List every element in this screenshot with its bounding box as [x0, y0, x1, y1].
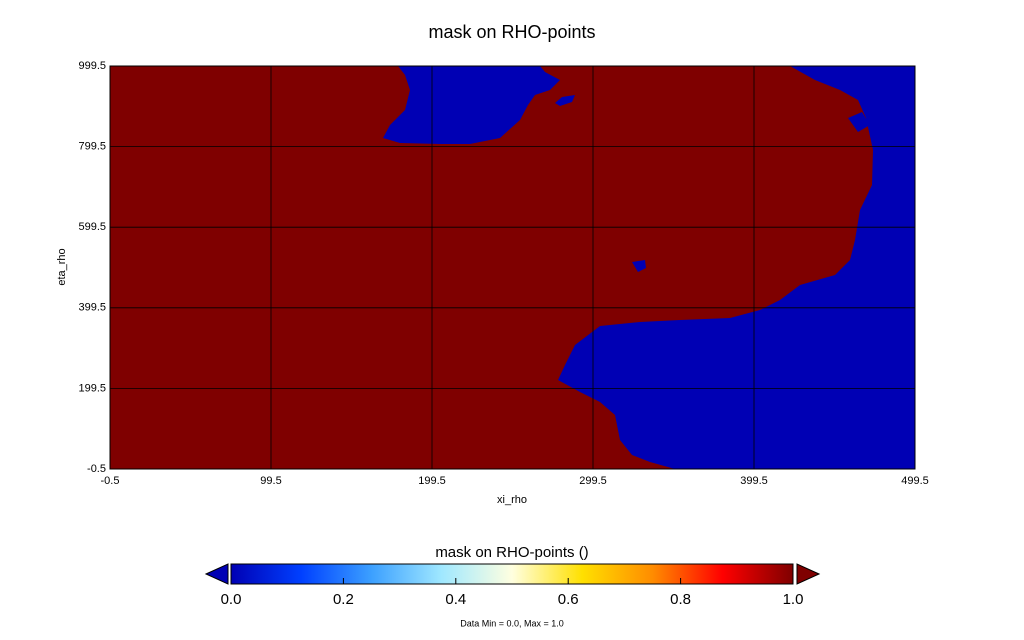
x-axis-label: xi_rho [497, 494, 527, 506]
chart-title: mask on RHO-points [428, 22, 595, 42]
y-tick-label: 399.5 [78, 302, 106, 314]
y-tick-label: -0.5 [87, 463, 106, 475]
colorbar-extend-high [796, 563, 821, 585]
colorbar-tick-label: 0.4 [445, 591, 466, 608]
colorbar-tick-label: 1.0 [783, 591, 804, 608]
colorbar-tick-label: 0.2 [333, 591, 354, 608]
y-tick-label: 599.5 [78, 221, 106, 233]
y-tick-label: 999.5 [78, 60, 106, 72]
plot-frame [109, 65, 916, 470]
x-tick-label: 299.5 [579, 475, 607, 487]
x-tick-label: 499.5 [901, 475, 929, 487]
colorbar-title: mask on RHO-points () [435, 544, 588, 561]
x-tick-label: 99.5 [260, 475, 281, 487]
y-axis-label: eta_rho [56, 248, 68, 285]
x-tick-label: 199.5 [418, 475, 446, 487]
colorbar [230, 563, 794, 585]
colorbar-extend-low [204, 563, 229, 585]
data-range-note: Data Min = 0.0, Max = 1.0 [460, 618, 564, 628]
y-tick-label: 799.5 [78, 141, 106, 153]
colorbar-tick-label: 0.6 [558, 591, 579, 608]
ocean-areas [383, 66, 915, 469]
y-tick-label: 199.5 [78, 382, 106, 394]
colorbar-tick-label: 0.8 [670, 591, 691, 608]
colorbar-tick-label: 0.0 [221, 591, 242, 608]
x-tick-label: 399.5 [740, 475, 768, 487]
x-tick-label: -0.5 [101, 475, 120, 487]
